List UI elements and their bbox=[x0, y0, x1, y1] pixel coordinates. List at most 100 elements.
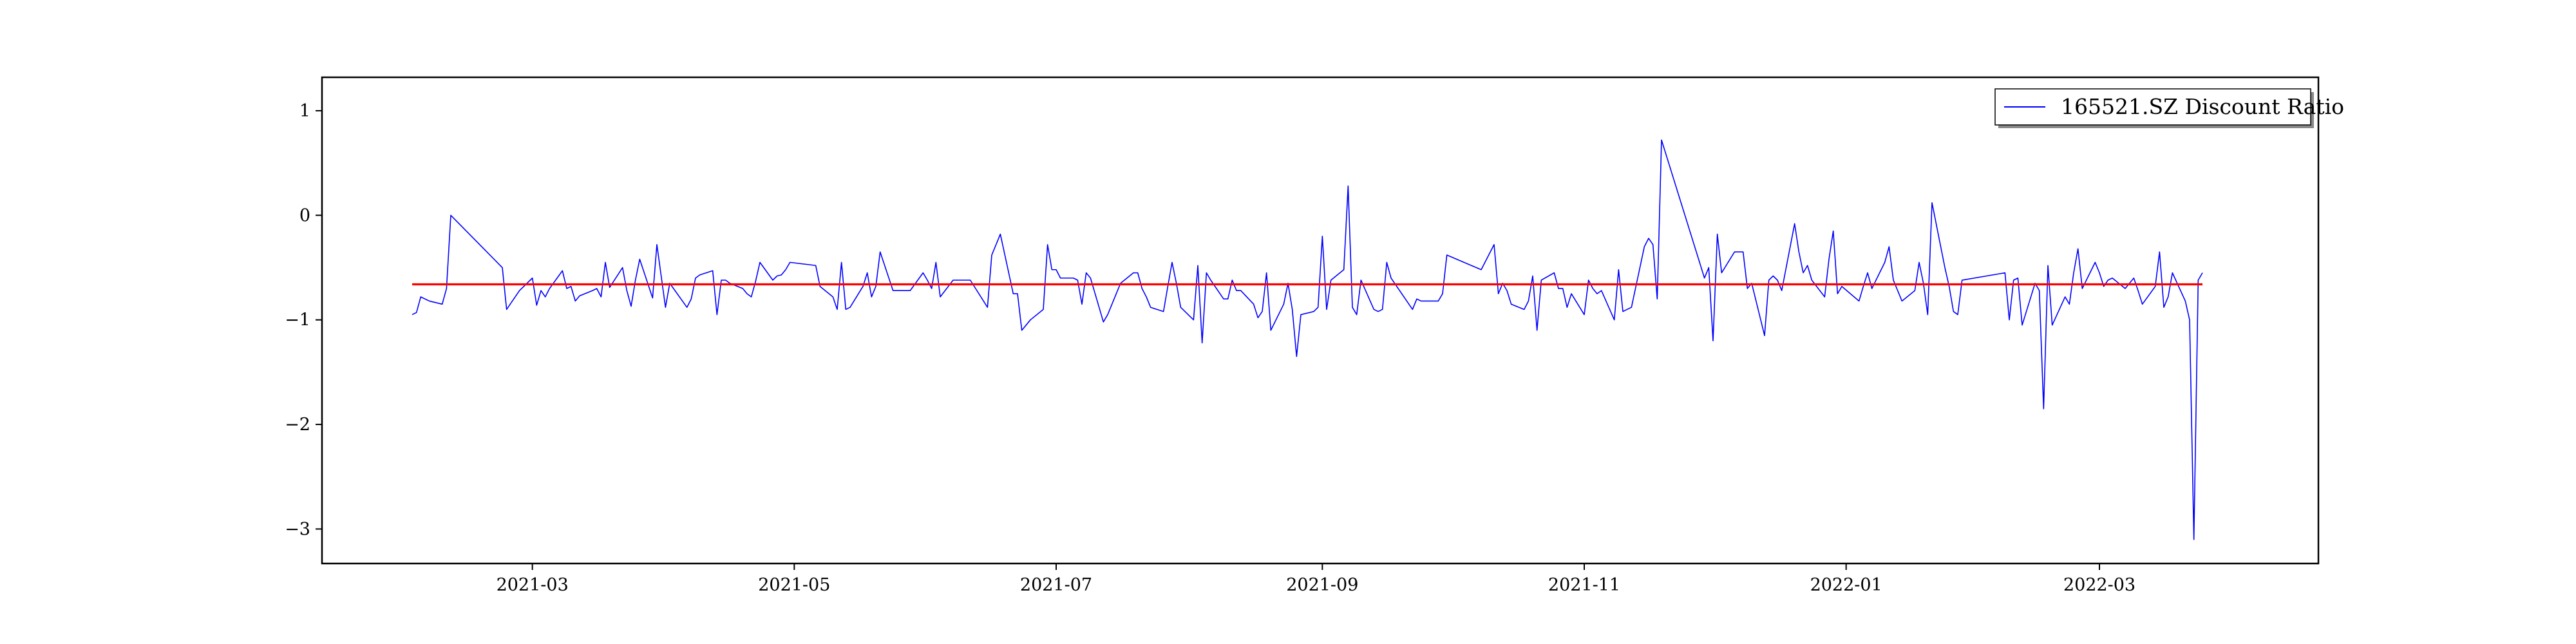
data-point-194 bbox=[1738, 251, 1739, 252]
data-point-247 bbox=[2095, 262, 2096, 263]
data-point-76 bbox=[952, 279, 954, 281]
data-point-178 bbox=[1614, 319, 1615, 321]
data-point-91 bbox=[1047, 244, 1048, 245]
data-point-3 bbox=[429, 301, 430, 302]
data-point-54 bbox=[815, 265, 817, 266]
data-point-201 bbox=[1777, 279, 1778, 281]
data-point-235 bbox=[2018, 278, 2019, 279]
data-point-109 bbox=[1150, 307, 1151, 308]
data-point-102 bbox=[1112, 304, 1113, 305]
data-point-24 bbox=[609, 287, 611, 289]
data-point-169 bbox=[1558, 288, 1559, 289]
data-point-41 bbox=[721, 279, 722, 281]
data-point-133 bbox=[1296, 356, 1298, 357]
data-point-59 bbox=[846, 309, 847, 310]
y-tick-label: 1 bbox=[299, 101, 310, 121]
data-point-71 bbox=[923, 272, 924, 274]
data-point-216 bbox=[1871, 288, 1873, 289]
data-point-212 bbox=[1841, 286, 1842, 287]
data-point-145 bbox=[1374, 309, 1375, 310]
data-point-52 bbox=[785, 269, 786, 270]
data-point-98 bbox=[1086, 272, 1087, 274]
data-point-66 bbox=[893, 290, 894, 291]
data-point-6 bbox=[450, 215, 451, 216]
data-point-99 bbox=[1090, 278, 1092, 279]
data-point-64 bbox=[875, 286, 876, 287]
data-point-143 bbox=[1356, 314, 1358, 316]
data-point-137 bbox=[1322, 236, 1323, 237]
data-point-18 bbox=[575, 301, 576, 302]
data-point-23 bbox=[605, 262, 606, 263]
data-point-227 bbox=[1944, 267, 1946, 269]
data-point-33 bbox=[665, 307, 667, 308]
data-point-234 bbox=[2013, 279, 2014, 281]
data-point-2 bbox=[421, 296, 422, 298]
data-point-68 bbox=[901, 290, 902, 291]
data-point-241 bbox=[2052, 325, 2053, 326]
data-point-164 bbox=[1528, 301, 1530, 302]
data-point-122 bbox=[1232, 279, 1233, 281]
data-point-89 bbox=[1030, 319, 1031, 321]
data-point-12 bbox=[540, 290, 542, 291]
data-point-215 bbox=[1867, 272, 1868, 274]
data-point-146 bbox=[1378, 311, 1379, 312]
data-point-85 bbox=[1013, 293, 1014, 294]
data-point-67 bbox=[897, 290, 898, 291]
data-point-46 bbox=[751, 296, 752, 298]
data-point-101 bbox=[1107, 314, 1108, 316]
data-point-125 bbox=[1253, 304, 1255, 305]
data-point-88 bbox=[1026, 325, 1027, 326]
data-point-60 bbox=[849, 307, 851, 308]
data-point-114 bbox=[1180, 307, 1182, 308]
data-point-238 bbox=[2039, 290, 2040, 291]
data-point-140 bbox=[1343, 269, 1345, 270]
data-point-170 bbox=[1562, 288, 1564, 289]
data-point-92 bbox=[1052, 269, 1053, 270]
data-point-7 bbox=[502, 267, 503, 269]
data-point-223 bbox=[1918, 262, 1920, 263]
data-point-25 bbox=[622, 267, 623, 269]
data-point-93 bbox=[1056, 269, 1057, 270]
y-axis: −3 −2 −1 0 1 bbox=[285, 101, 322, 539]
x-tick-label: 2021-11 bbox=[1548, 575, 1620, 595]
data-point-163 bbox=[1524, 309, 1525, 310]
data-point-13 bbox=[545, 296, 546, 298]
data-point-156 bbox=[1446, 254, 1448, 256]
data-point-116 bbox=[1197, 265, 1198, 266]
data-point-210 bbox=[1833, 231, 1834, 232]
series-layer bbox=[412, 139, 2203, 540]
data-point-80 bbox=[970, 279, 971, 281]
data-point-126 bbox=[1258, 317, 1259, 319]
data-point-27 bbox=[630, 306, 632, 307]
data-point-124 bbox=[1240, 290, 1242, 291]
data-point-134 bbox=[1300, 314, 1302, 316]
data-point-75 bbox=[940, 296, 941, 298]
data-point-121 bbox=[1227, 298, 1229, 299]
data-point-184 bbox=[1648, 238, 1649, 239]
data-point-245 bbox=[2078, 248, 2079, 249]
data-point-150 bbox=[1412, 309, 1414, 310]
data-point-166 bbox=[1537, 330, 1538, 331]
data-point-58 bbox=[841, 262, 842, 263]
data-point-47 bbox=[755, 281, 757, 282]
data-point-256 bbox=[2142, 304, 2143, 305]
data-point-100 bbox=[1103, 321, 1104, 323]
data-point-181 bbox=[1627, 309, 1628, 310]
data-point-261 bbox=[2172, 272, 2174, 274]
data-point-96 bbox=[1077, 279, 1079, 281]
data-point-78 bbox=[961, 279, 963, 281]
data-point-251 bbox=[2112, 278, 2113, 279]
data-point-152 bbox=[1421, 301, 1422, 302]
data-point-20 bbox=[592, 290, 593, 291]
data-point-123 bbox=[1236, 290, 1237, 291]
data-point-70 bbox=[910, 290, 911, 291]
data-point-195 bbox=[1743, 251, 1744, 252]
data-point-51 bbox=[781, 274, 782, 276]
data-point-5 bbox=[446, 288, 448, 289]
data-point-127 bbox=[1262, 311, 1263, 312]
data-point-159 bbox=[1498, 293, 1499, 294]
data-point-255 bbox=[2137, 290, 2139, 291]
data-point-105 bbox=[1133, 272, 1134, 274]
x-tick-label: 2022-03 bbox=[2063, 575, 2136, 595]
